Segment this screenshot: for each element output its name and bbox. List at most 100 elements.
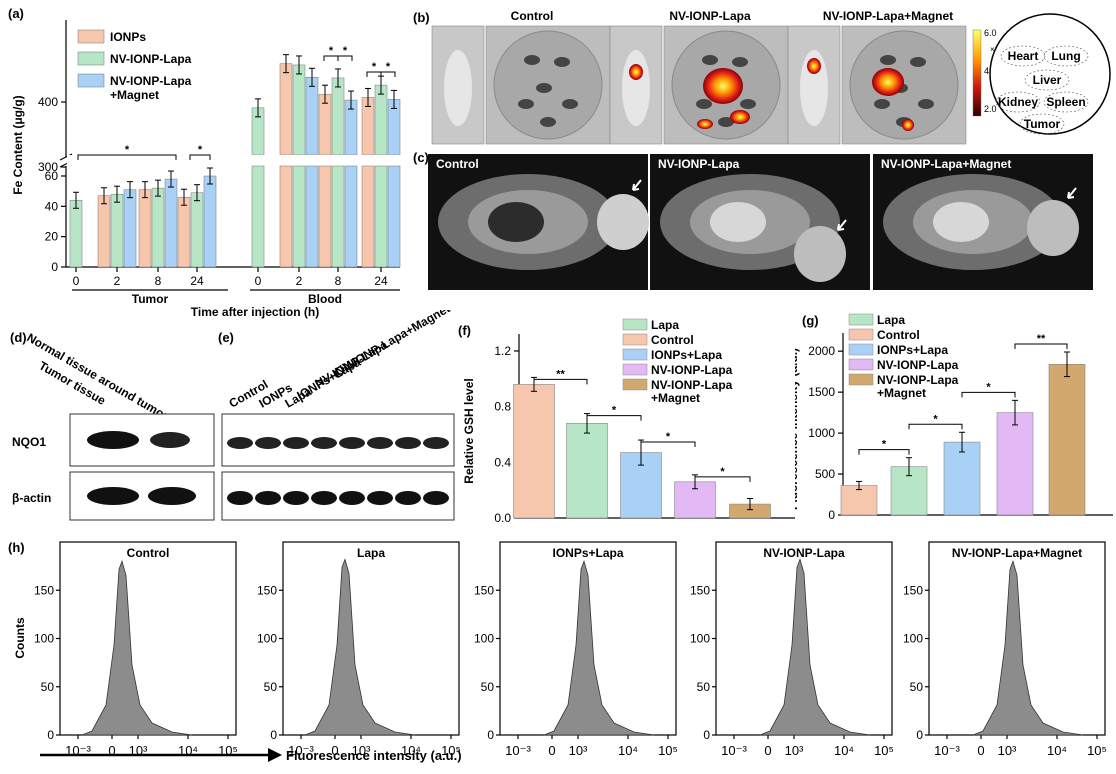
bar: [1048, 363, 1086, 516]
panel-b-title: Control: [511, 9, 554, 23]
bar-a-blood-lower: [344, 165, 358, 268]
sig-bracket: [640, 441, 696, 448]
sig-a-3-label: *: [329, 45, 334, 57]
tumor-signal: [697, 119, 713, 129]
panel-c-mri: Control NV-IONP-Lapa NV-IONP-Lapa+Magnet: [428, 154, 1093, 290]
tick-label-y: 1500: [808, 385, 835, 399]
sig-a-1: [77, 154, 177, 160]
band-e: [255, 437, 281, 449]
organ-blob: [918, 99, 934, 109]
tick-label-y: 0: [828, 508, 835, 522]
panel-label-g: (g): [802, 313, 819, 328]
band-e: [395, 437, 421, 449]
tick-label-x: 10⁵: [658, 743, 678, 758]
tick-label-y: 100: [903, 632, 923, 646]
heat-scale-bar: [972, 29, 982, 117]
legend-label: NV-IONP-Lapa: [877, 373, 959, 387]
organ-map-label: Lung: [1051, 49, 1080, 63]
tick-label-x: 0: [977, 743, 984, 758]
sig-bracket: [533, 378, 588, 385]
bar-a-blood-lower: [318, 165, 332, 268]
organ-map-label: Tumor: [1024, 117, 1061, 131]
panel-b-title: NV-IONP-Lapa+Magnet: [823, 9, 953, 23]
organ-map-outline: [1024, 69, 1070, 91]
tick-label-x: 0: [108, 743, 115, 758]
tick-label-x: 10⁻³: [288, 743, 314, 758]
blot-d-col: Normal tissue around tumor: [25, 330, 171, 423]
tick-label-y: 50: [697, 680, 711, 694]
band-e: [339, 437, 365, 449]
legend-a-swatch: [77, 51, 105, 66]
histogram-peak: [972, 560, 1084, 736]
tick-label-x: 10⁻³: [721, 743, 747, 758]
tick-label-a-y: 60: [45, 169, 59, 183]
sig-a-5-label: *: [372, 61, 377, 73]
tick-label-x: 10⁻³: [934, 743, 960, 758]
bar-a-blood-lower: [292, 165, 306, 268]
histogram-title: Lapa: [357, 546, 385, 560]
sig-bracket-label: *: [720, 466, 725, 478]
sig-a-4: [337, 55, 353, 61]
heat-scale-tick: 2.0: [984, 104, 997, 114]
organ-blob: [518, 99, 534, 109]
bar-a-tumor: [164, 178, 178, 268]
organ-map-circle: [989, 13, 1111, 135]
legend-swatch: [848, 373, 874, 386]
legend-label: NV-IONP-Lapa: [877, 358, 959, 372]
tick-label-y: 50: [481, 680, 495, 694]
bar-a-blood-upper: [292, 64, 306, 156]
arrow-icon: [1067, 187, 1077, 199]
tick-label-x: 10⁵: [1087, 743, 1107, 758]
legend-a-swatch: [77, 29, 105, 44]
tick-label-y: 0.8: [494, 400, 511, 414]
bar: [513, 384, 555, 519]
legend-swatch: [622, 348, 648, 361]
organ-blob: [874, 99, 890, 109]
mouse-body: [444, 50, 472, 126]
organ-blob: [880, 55, 896, 65]
legend-label: +Magnet: [651, 391, 700, 405]
axis-label-a-x: Time after injection (h): [191, 305, 319, 319]
histogram-peak: [81, 560, 193, 736]
blot-row-label: NQO1: [12, 435, 46, 449]
tick-label-a-x: 0: [73, 274, 80, 288]
organ-map-outline: [1019, 113, 1065, 135]
histogram-peak: [304, 558, 416, 736]
bar-a-tumor: [69, 200, 83, 268]
tick-label-x: 10⁵: [441, 743, 461, 758]
sig-bracket-label: **: [1037, 333, 1046, 345]
tick-label-x: 10⁴: [401, 743, 421, 758]
sig-bracket: [1014, 343, 1068, 350]
tick-label-y: 2000: [808, 344, 835, 358]
tick-label-y: 100: [474, 632, 494, 646]
organ-map-outline: [1043, 45, 1089, 67]
tick-label-x: 10³: [569, 743, 588, 758]
panel-c-title: NV-IONP-Lapa+Magnet: [881, 157, 1011, 171]
sig-bracket-label: *: [666, 431, 671, 443]
band-e: [423, 437, 449, 449]
tick-label-a-x: 2: [296, 274, 303, 288]
tick-label-a-y: 20: [45, 230, 59, 244]
panel-c-title: NV-IONP-Lapa: [658, 157, 740, 171]
bar-a-blood-upper: [279, 63, 293, 156]
tumor-signal: [902, 119, 914, 131]
organ-map-label: Liver: [1033, 73, 1062, 87]
tick-label-a-y: 40: [45, 199, 59, 213]
organ-map-outline: [1043, 91, 1089, 113]
legend-label: NV-IONP-Lapa: [651, 363, 733, 377]
tick-label-x: 10⁻³: [505, 743, 531, 758]
tick-label-y: 1000: [808, 426, 835, 440]
liver-signal: [872, 68, 904, 96]
panel-label-h: (h): [8, 540, 25, 555]
panel-a-chart: 300 400 0 20 40 60 Fe Content (μg/g) 0 2 8 24 0 2 8 24…: [11, 20, 402, 319]
legend-a-label: NV-IONP-Lapa: [110, 52, 192, 66]
sig-a-2: [189, 154, 211, 160]
panel-label-a: (a): [8, 6, 24, 21]
histogram-title: NV-IONP-Lapa+Magnet: [952, 546, 1082, 560]
organ-blob: [536, 83, 552, 93]
legend-label: NV-IONP-Lapa: [651, 378, 733, 392]
panel-c-title: Control: [436, 157, 479, 171]
mri-core: [488, 202, 544, 242]
